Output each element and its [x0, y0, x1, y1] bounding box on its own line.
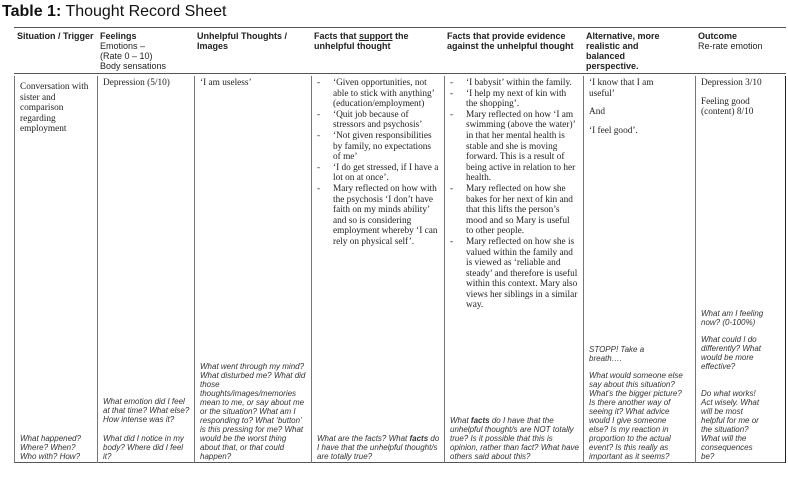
list-item: ‘I help my next of kin with the shopping…	[446, 89, 579, 110]
column-divider	[194, 76, 195, 463]
cell-outcome: Depression 3/10 Feeling good (content) 8…	[695, 78, 785, 461]
column-divider	[695, 76, 696, 463]
table-bottom-rule	[14, 462, 786, 463]
outcome-text: Feeling good (content) 8/10	[701, 96, 754, 118]
table-label: Table 1:	[2, 3, 62, 20]
list-item: ‘Quit job because of stressors and psych…	[313, 110, 440, 131]
header-outcome: Outcome Re-rate emotion	[698, 31, 763, 51]
column-divider	[785, 76, 786, 463]
feelings-prompt-emotion: What emotion did I feel at that time? Wh…	[103, 397, 190, 424]
outcome-prompt-works: Do what works! Act wisely. What will be …	[701, 389, 760, 461]
alternative-prompt-stopp: STOPP! Take a breath….	[589, 345, 645, 363]
cell-feelings: Depression (5/10) What emotion did I fee…	[97, 78, 194, 461]
list-item: ‘Not given responsibilities by family, n…	[313, 131, 440, 163]
thoughts-text: ‘I am useless’	[200, 78, 252, 88]
cell-support: ‘Given opportunities, not able to stick …	[311, 78, 444, 461]
against-list: ‘I babysit’ within the family. ‘I help m…	[446, 78, 579, 311]
support-list: ‘Given opportunities, not able to stick …	[313, 78, 440, 248]
header-situation: Situation / Trigger	[17, 31, 94, 41]
thoughts-prompt: What went through my mind? What disturbe…	[200, 362, 306, 461]
column-divider	[14, 76, 15, 463]
list-item: Mary reflected on how she is valued with…	[446, 237, 579, 311]
header-bottom-rule	[14, 73, 786, 74]
against-prompt: What facts do I have that the unhelpful …	[450, 416, 579, 461]
column-divider	[444, 76, 445, 463]
outcome-text: Depression 3/10	[701, 78, 762, 88]
situation-text: Conversation with sister and comparison …	[20, 82, 89, 135]
header-facts-support: Facts that support the unhelpful thought	[314, 31, 409, 51]
column-divider	[97, 76, 98, 463]
outcome-prompt-differently: What could I do differently? What would …	[701, 335, 762, 371]
table-title: Table 1: Thought Record Sheet	[2, 3, 226, 21]
alternative-prompt-questions: What would someone else say about this s…	[589, 371, 683, 461]
support-prompt: What are the facts? What facts do I have…	[317, 434, 440, 461]
situation-prompt: What happened? Where? When? Who with? Ho…	[20, 434, 81, 461]
header-alternative: Alternative, more realistic and balanced…	[586, 31, 660, 71]
cell-thoughts: ‘I am useless’ What went through my mind…	[194, 78, 311, 461]
alternative-text: ‘I feel good’.	[589, 125, 638, 136]
cell-situation: Conversation with sister and comparison …	[14, 78, 97, 461]
outcome-prompt-feeling: What am I feeling now? (0-100%)	[701, 309, 764, 327]
cell-against: ‘I babysit’ within the family. ‘I help m…	[444, 78, 583, 461]
list-item: Mary reflected on how ‘I am swimming (ab…	[446, 110, 579, 184]
feelings-text: Depression (5/10)	[103, 78, 170, 88]
column-divider	[311, 76, 312, 463]
header-unhelpful-thoughts: Unhelpful Thoughts / Images	[197, 31, 287, 51]
alternative-text: ‘I know that I am useful’	[589, 78, 654, 99]
list-item: ‘I babysit’ within the family.	[446, 78, 579, 89]
list-item: ‘I do get stressed, if I have a lot on a…	[313, 163, 440, 184]
column-divider	[583, 76, 584, 463]
header-feelings: Feelings Emotions – (Rate 0 – 10) Body sens…	[100, 31, 167, 71]
table-title-text: Thought Record Sheet	[65, 3, 227, 20]
alternative-text: And	[589, 107, 606, 118]
table-top-rule	[14, 27, 786, 28]
list-item: Mary reflected on how she bakes for her …	[446, 184, 579, 237]
list-item: Mary reflected on how with the psychosis…	[313, 184, 440, 248]
cell-alternative: ‘I know that I am useful’ And ‘I feel go…	[583, 78, 695, 461]
feelings-prompt-body: What did I notice in my body? Where did …	[103, 434, 184, 461]
list-item: ‘Given opportunities, not able to stick …	[313, 78, 440, 110]
header-facts-against: Facts that provide evidence against the …	[447, 31, 574, 51]
